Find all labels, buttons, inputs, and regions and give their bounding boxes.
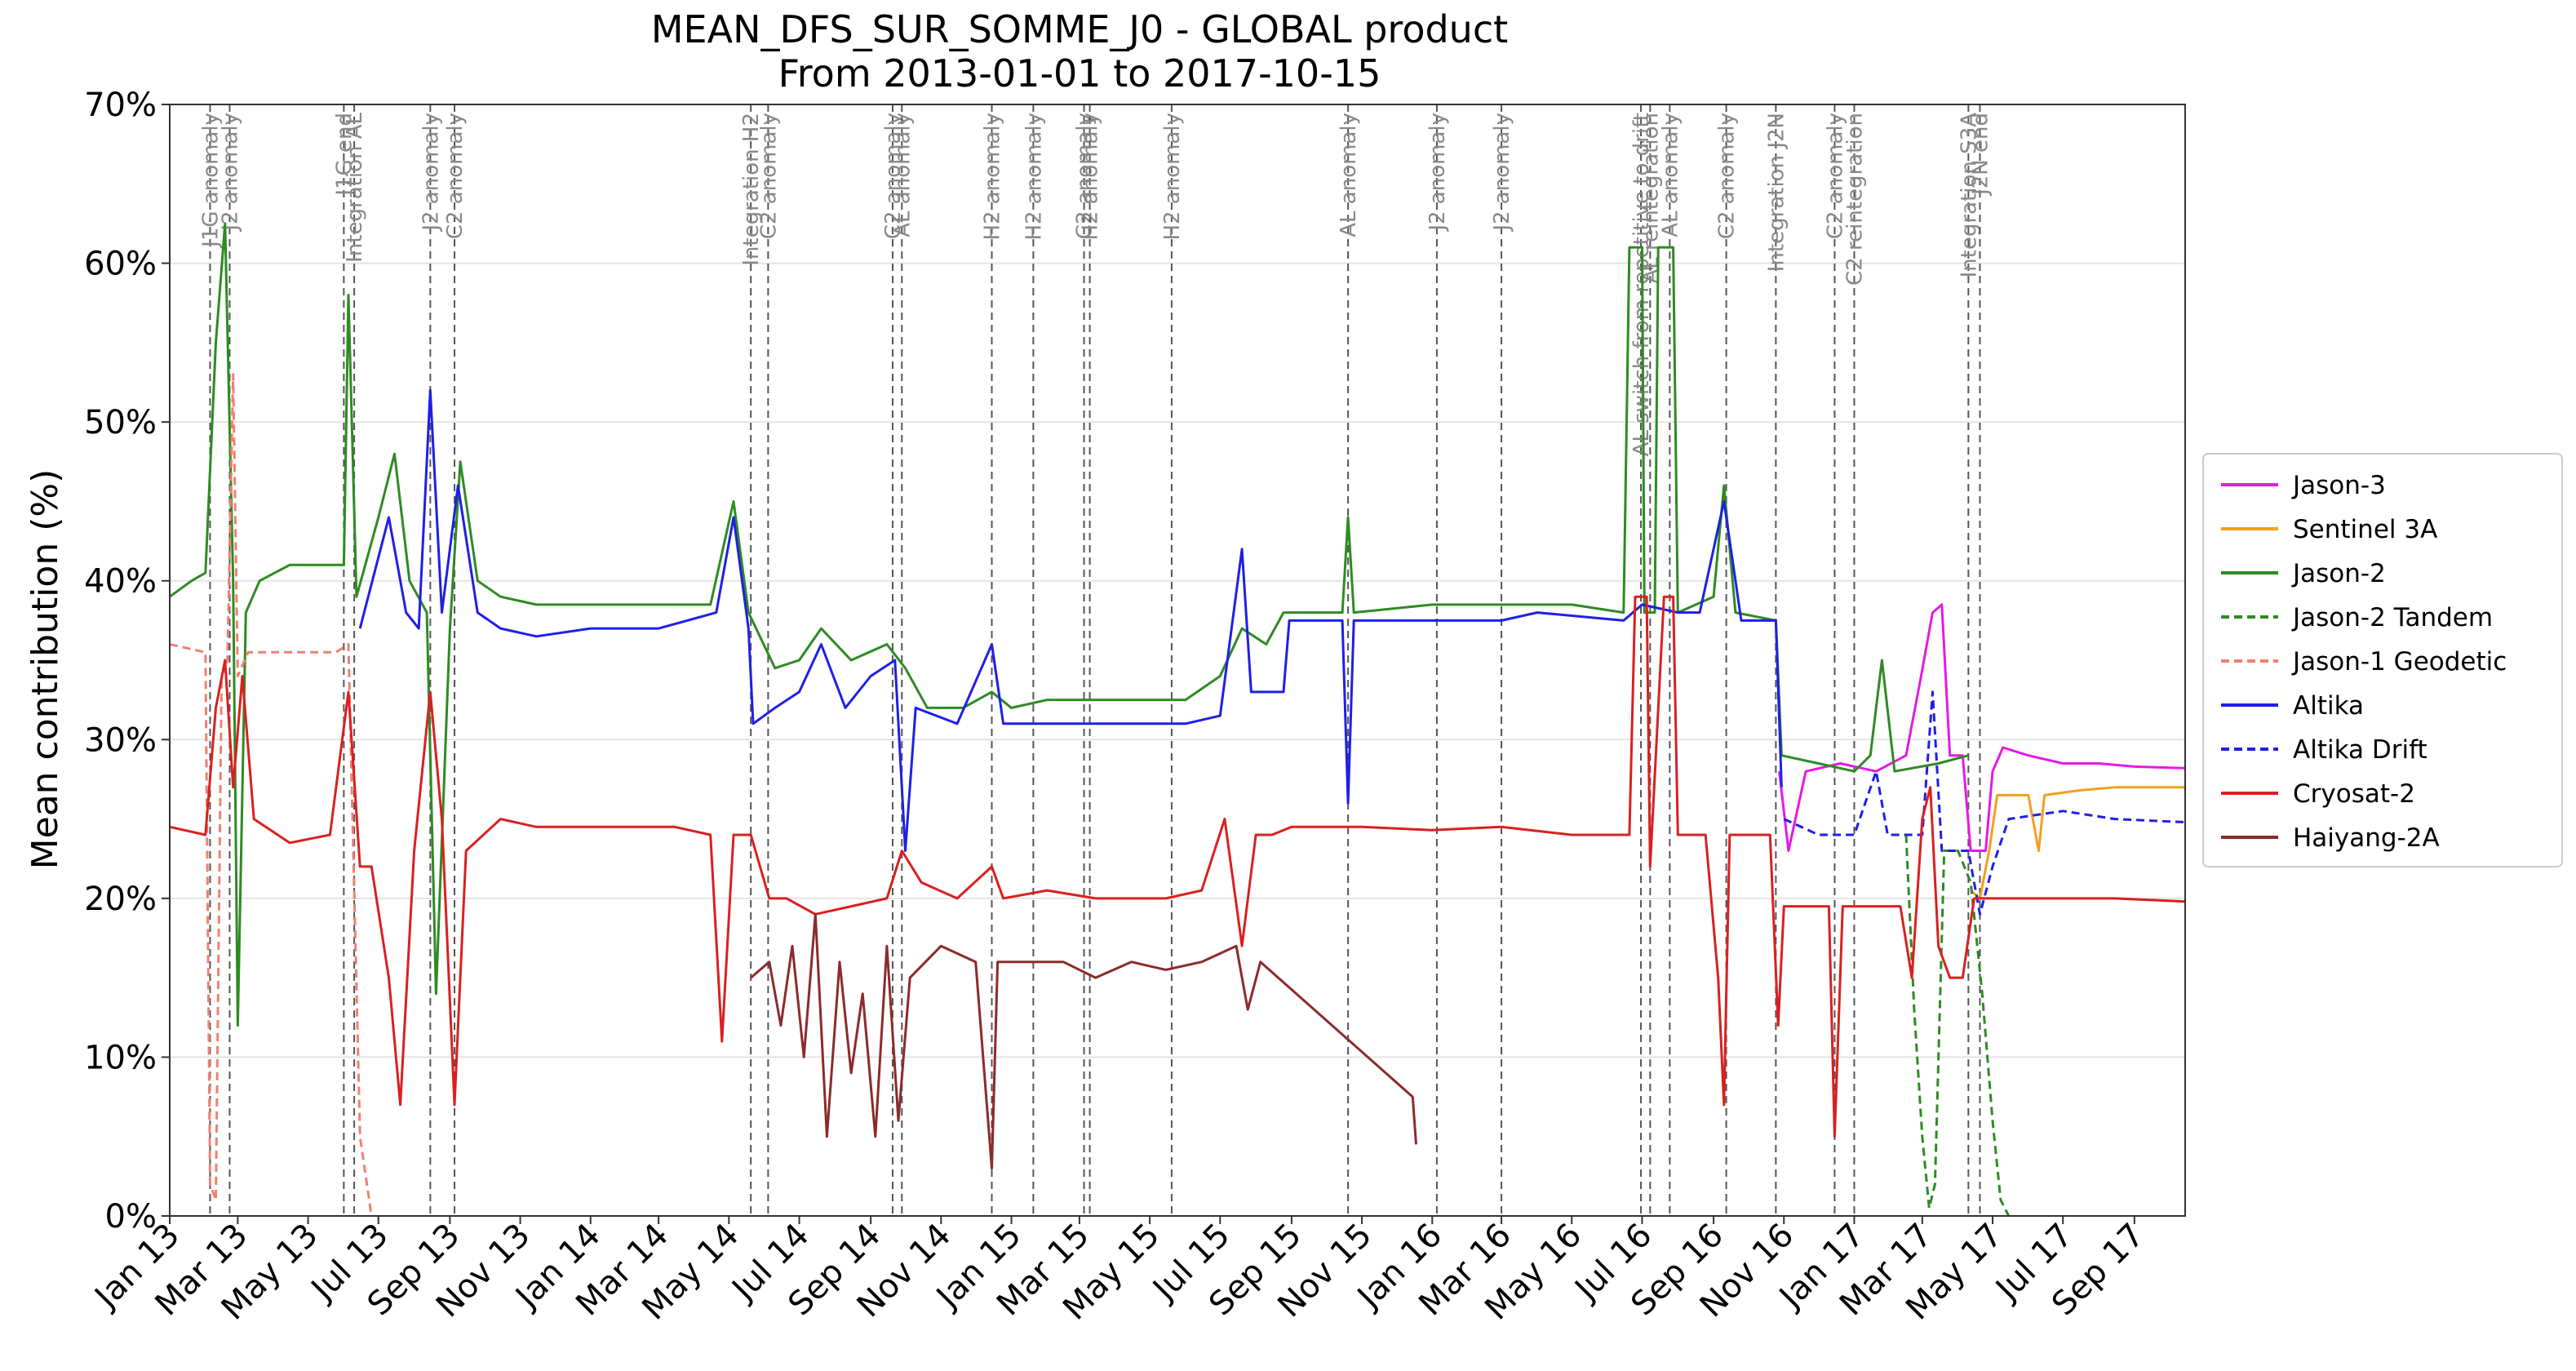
legend-label: Altika Drift — [2293, 735, 2427, 765]
series-line — [169, 595, 2186, 1138]
series-line — [1778, 603, 2186, 852]
event-label: C2 anomaly — [443, 113, 468, 239]
legend-label: Cryosat-2 — [2293, 779, 2415, 809]
y-axis-label: Mean contribution (%) — [24, 469, 66, 870]
series-line — [358, 388, 1783, 852]
legend-label: Sentinel 3A — [2293, 515, 2437, 544]
event-label: C2 anomaly — [756, 113, 781, 239]
y-tick-label: 70% — [84, 87, 157, 124]
event-label: J1G anomaly — [198, 113, 223, 249]
chart-subtitle: From 2013-01-01 to 2017-10-15 — [778, 51, 1381, 95]
y-tick-label: 30% — [84, 721, 157, 759]
event-label: Integration S3A — [1957, 113, 1981, 278]
event-label: J2N end — [1968, 113, 1993, 197]
event-label: H2 anomaly — [1160, 113, 1185, 241]
event-label: C2 reintegration — [1842, 113, 1867, 286]
y-tick-label: 20% — [84, 881, 157, 918]
event-label: J2 anomaly — [1490, 113, 1514, 233]
event-label: AL anomaly — [1337, 113, 1361, 237]
grid-lines — [170, 104, 2185, 1217]
y-tick-label: 10% — [84, 1039, 157, 1076]
legend-box — [2202, 453, 2563, 867]
y-tick-label: 40% — [84, 563, 157, 601]
event-label: H2 anomaly — [1079, 113, 1103, 241]
event-label: C2 anomaly — [1073, 113, 1097, 239]
series-line — [169, 373, 373, 1217]
event-label: AL anomaly — [1658, 113, 1683, 237]
legend-label: Jason-1 Geodetic — [2291, 647, 2507, 677]
legend-label: Jason-2 Tandem — [2291, 603, 2493, 632]
y-axis-ticks: 0% 10% 20% 30% 40% 50% 60% 70% — [84, 87, 170, 1236]
y-tick-label: 0% — [105, 1198, 157, 1236]
event-label: J2 anomaly — [419, 113, 443, 233]
series-line — [169, 222, 1969, 1027]
legend: Jason-3 Sentinel 3A Jason-2 Jason-2 Tandem J… — [2202, 453, 2563, 867]
event-label: C2 anomaly — [1715, 113, 1740, 239]
series-line — [1783, 690, 2186, 916]
legend-label: Haiyang-2A — [2293, 823, 2440, 853]
event-label: H2 anomaly — [1022, 113, 1046, 241]
event-label: AL anomaly — [890, 113, 915, 237]
plot-frame — [169, 104, 2186, 1217]
chart-title: MEAN_DFS_SUR_SOMME_J0 - GLOBAL product — [651, 7, 1508, 51]
event-label: Integration AL — [343, 112, 367, 262]
event-label: J2 anomaly — [218, 113, 242, 233]
event-label: C2 anomaly — [1823, 113, 1847, 239]
series-line — [1970, 786, 2185, 900]
legend-label: Jason-3 — [2291, 471, 2386, 500]
legend-label: Jason-2 — [2291, 559, 2386, 588]
event-label: Integration H2 — [739, 113, 764, 266]
legend-label: Altika — [2293, 691, 2364, 721]
y-tick-label: 60% — [84, 246, 157, 283]
event-label: J1G end — [332, 113, 357, 197]
series-line — [750, 912, 1417, 1170]
y-tick-label: 50% — [84, 404, 157, 441]
event-label: J2 anomaly — [1425, 113, 1450, 233]
event-label: Integration J2N — [1764, 113, 1789, 272]
series-lines — [169, 222, 2186, 1217]
event-label: H2 anomaly — [981, 113, 1005, 241]
